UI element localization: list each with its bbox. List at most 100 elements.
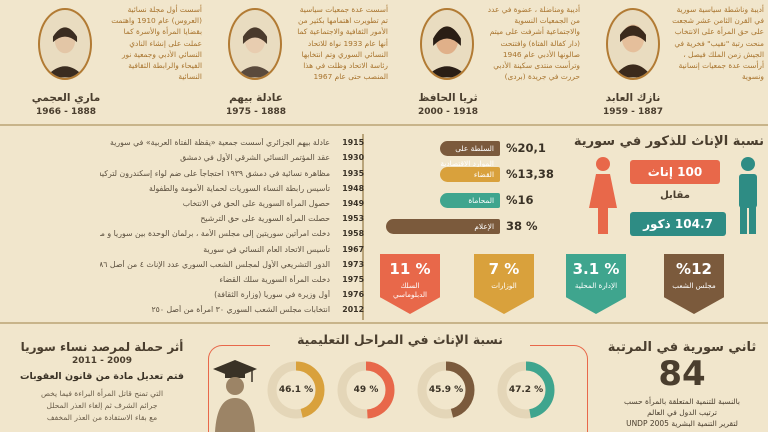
leadership-value: % 38 <box>506 219 538 233</box>
badge-value: % 3.1 <box>572 260 620 278</box>
bio-years-nazik: 1959 - 1887 <box>602 107 664 117</box>
timeline-row: 1935 مظاهرة نسائية في دمشق ١٩٣٩ احتجاجاً … <box>100 166 364 180</box>
ring-value: 47.2 % <box>508 385 544 395</box>
timeline-year: 2012 <box>342 305 364 315</box>
timeline-event: أول وزيرة في سوريا (وزارة الثقافة) <box>214 290 330 300</box>
timeline-event: حصلت المرأة السورية على حق الترشيح <box>200 214 330 224</box>
leadership-bar: المحاماة <box>440 193 500 208</box>
badge-value: % 11 <box>389 260 431 278</box>
female-figure-icon <box>589 157 617 234</box>
male-figure-icon <box>739 157 757 234</box>
portrait-thurayya <box>420 8 474 80</box>
timeline-event: حصول المرأة السورية على الحق في الانتخاب <box>182 199 330 209</box>
timeline-row: 1915 عادلة بيهم الجزائري أسست جمعية «يقظة… <box>100 136 364 150</box>
badge-label: السلك الدبلوماسي <box>392 281 428 299</box>
timeline-row: 1948 تأسيس رابطة النساء السوريات لحماية ا… <box>100 182 364 196</box>
timeline-row: 1953 حصلت المرأة السورية على حق الترشيح <box>100 212 364 226</box>
campaign-body-3: مع بقاء الاستفادة من العذر المخفف <box>46 413 158 422</box>
representation-badge: % 3.1 الإدارة المحلية <box>566 254 626 314</box>
badge-label: الوزارات <box>491 281 517 290</box>
ratio-title: نسبة الإناث للذكور في سورية <box>573 134 764 149</box>
rank-desc-2: ترتيب الدول في العالم <box>647 408 717 417</box>
bio-name-thurayya: ثريا الحافظ <box>418 92 478 104</box>
timeline-event: انتخابات مجلس الشعب السوري ٣٠ امرأة من أ… <box>151 305 330 315</box>
education-title: نسبة الإناث في المراحل التعليمية <box>270 332 530 347</box>
badge-value: %12 <box>676 260 712 278</box>
bio-text-mary: أسست أول مجلة نسائية (العروس) عام 1910 و… <box>111 5 202 82</box>
education-ring: 47.2 % <box>496 360 556 420</box>
education-ring: 49 % <box>336 360 396 420</box>
ring-arc <box>337 361 395 419</box>
ring-value: 46.1 % <box>278 385 314 395</box>
timeline-event: عادلة بيهم الجزائري أسست جمعية «يقظة الف… <box>110 138 330 148</box>
rank-title: ثاني سورية في المرتبة <box>607 340 757 355</box>
timeline-year: 1930 <box>342 153 364 163</box>
timeline-year: 1935 <box>342 168 364 178</box>
timeline-year: 1958 <box>342 229 364 239</box>
band-divider <box>0 124 768 126</box>
leadership-value: %20,1 <box>506 141 546 155</box>
timeline-year: 1973 <box>342 259 364 269</box>
leadership-bar: السلطة على الموارد الاقتصادية <box>439 141 500 168</box>
bio-name-nazik: نازك العابد <box>605 92 661 104</box>
rank-desc-3: لتقرير التنمية البشرية UNDP 2005 <box>626 419 738 428</box>
bio-text-thurayya: أديبة ومناضلة ، عضوة في عدد من الجمعيات … <box>487 5 580 82</box>
timeline-year: 1967 <box>342 244 364 254</box>
leadership-bar: القضاء <box>440 167 500 182</box>
representation-badge: %12 مجلس الشعب <box>664 254 724 314</box>
timeline-year: 1976 <box>342 290 364 300</box>
representation-badge: % 7 الوزارات <box>474 254 534 314</box>
timeline-row: 1975 دخلت المرأة السورية سلك القضاء <box>100 273 364 287</box>
leadership-value: %13,38 <box>506 167 554 181</box>
bio-years-adila: 1975 - 1888 <box>225 107 287 117</box>
campaign-body-2: جرائم الشرف ثم إلغاء العذر المحلل <box>46 401 158 410</box>
education-ring: 45.9 % <box>416 360 476 420</box>
rank-number: 84 <box>658 354 706 394</box>
ratio-versus: مقابل <box>660 190 690 201</box>
ring-arc <box>417 361 475 419</box>
bio-years-mary: 1966 - 1888 <box>35 107 97 117</box>
timeline-row: 1949 حصول المرأة السورية على الحق في الان… <box>100 197 364 211</box>
timeline-year: 1953 <box>342 214 364 224</box>
leadership-bar: الإعلام <box>386 219 500 234</box>
bio-name-mary: ماري العجمي <box>31 92 101 104</box>
lower-divider <box>0 322 768 324</box>
portrait-adila <box>228 8 282 80</box>
timeline-row: 1967 تأسيس الاتحاد العام النسائي في سورية <box>100 242 364 256</box>
ring-arc <box>267 361 325 419</box>
male-ratio: 104.7 ذكور <box>630 212 726 236</box>
timeline-event: دخلت امرأتين سوريتين إلى مجلس الأمة ، بر… <box>100 229 330 239</box>
campaign-subtitle: فتم تعديل مادة من قانون العقوبات <box>20 371 184 382</box>
ring-value: 45.9 % <box>428 385 464 395</box>
timeline-event: دخلت المرأة السورية سلك القضاء <box>219 275 330 285</box>
badge-label: الإدارة المحلية <box>574 281 618 290</box>
portrait-nazik <box>606 8 660 80</box>
timeline-row: 1958 دخلت امرأتين سوريتين إلى مجلس الأمة … <box>100 227 364 241</box>
bio-years-thurayya: 2000 - 1918 <box>417 107 479 117</box>
portrait-mary <box>38 8 92 80</box>
timeline-year: 1948 <box>342 183 364 193</box>
representation-badge: % 11 السلك الدبلوماسي <box>380 254 440 314</box>
badge-value: % 7 <box>488 260 520 278</box>
timeline-year: 1975 <box>342 275 364 285</box>
timeline-row: 2012 انتخابات مجلس الشعب السوري ٣٠ امرأة … <box>100 303 364 317</box>
timeline-year: 1915 <box>342 138 364 148</box>
female-ratio: 100 إناث <box>630 160 720 184</box>
timeline-row: 1976 أول وزيرة في سوريا (وزارة الثقافة) <box>100 288 364 302</box>
timeline-event: تأسيس الاتحاد العام النسائي في سورية <box>203 244 330 254</box>
bio-name-adila: عادلة بيهم <box>229 92 283 104</box>
bio-text-nazik: أديبة وناشطة سياسية سورية في القرن الثام… <box>672 5 764 82</box>
education-ring: 46.1 % <box>266 360 326 420</box>
badge-label: مجلس الشعب <box>672 281 716 290</box>
timeline-row: 1973 الدور التشريعي الأول لمجلس الشعب الس… <box>100 258 364 272</box>
graduate-icon <box>213 360 257 432</box>
ring-value: 49 % <box>353 385 379 395</box>
bio-text-adila: أسست عدة جمعيات سياسية تم تطويرت اهتمامه… <box>297 5 388 82</box>
timeline-event: عقد المؤتمر النسائي الشرقي الأول في دمشق <box>180 153 330 163</box>
timeline-event: مظاهرة نسائية في دمشق ١٩٣٩ احتجاجاً على … <box>100 168 330 178</box>
timeline-axis <box>362 134 364 320</box>
leadership-value: %16 <box>506 193 534 207</box>
timeline-year: 1949 <box>342 199 364 209</box>
timeline-event: الدور التشريعي الأول لمجلس الشعب السوري … <box>100 259 330 269</box>
campaign-title: أثر حملة لمرصد نساء سوريا <box>20 340 184 354</box>
